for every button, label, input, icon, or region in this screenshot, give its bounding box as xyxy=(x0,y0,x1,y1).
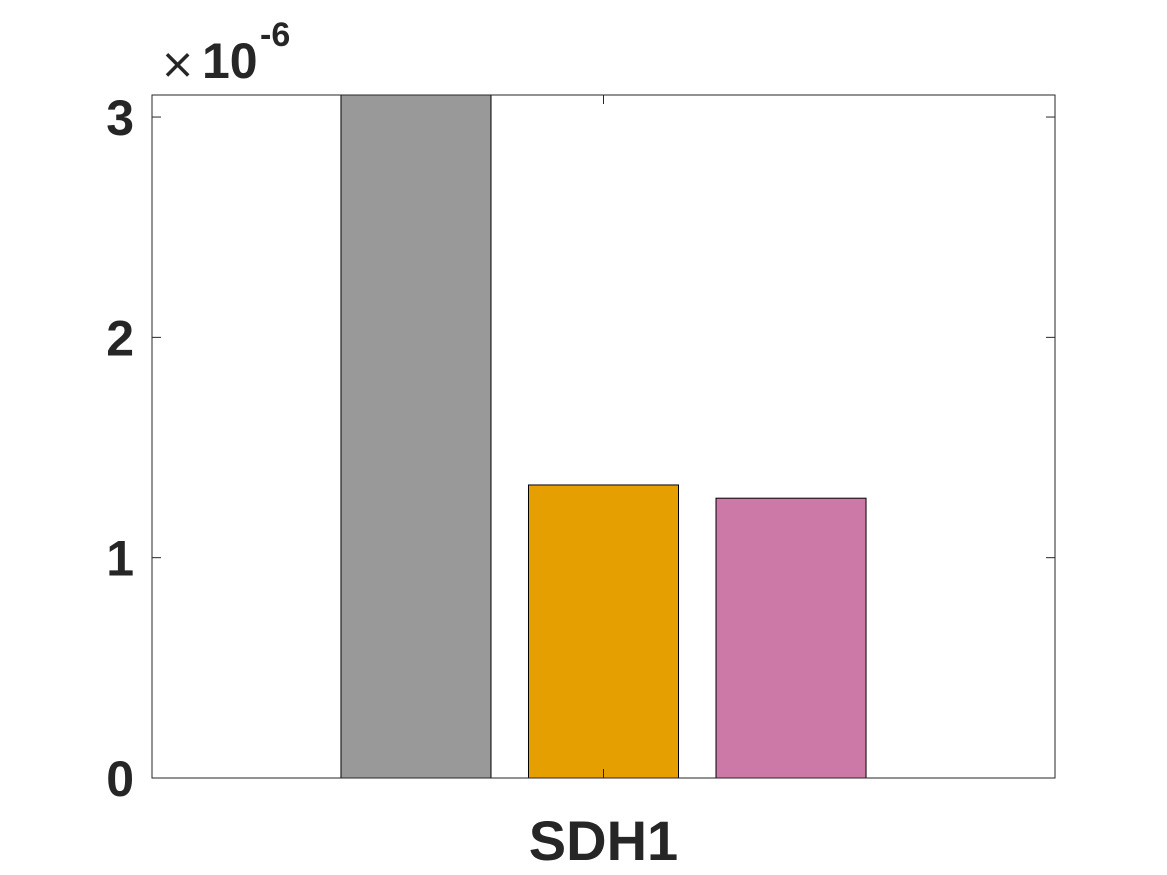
y-tick-label: 3 xyxy=(106,90,134,146)
x-tick-label: SDH1 xyxy=(529,809,678,872)
y-exponent-base: 10 xyxy=(202,33,258,89)
bars-layer xyxy=(340,94,867,779)
y-exponent-times: × xyxy=(160,39,195,88)
y-tick-label: 0 xyxy=(106,751,134,807)
y-tick-label: 1 xyxy=(106,531,134,587)
y-tick-label: 2 xyxy=(106,310,134,366)
y-exponent-label: × 10 -6 xyxy=(160,16,290,89)
bar-series-2-SDH1 xyxy=(527,484,680,779)
plot-frame xyxy=(151,94,1056,779)
labels-layer: SDH1 0 1 2 3 xyxy=(106,90,678,872)
y-exponent-power: -6 xyxy=(260,16,290,54)
bar-series-1-SDH1 xyxy=(340,94,492,779)
bar-series-3-SDH1 xyxy=(715,497,867,779)
